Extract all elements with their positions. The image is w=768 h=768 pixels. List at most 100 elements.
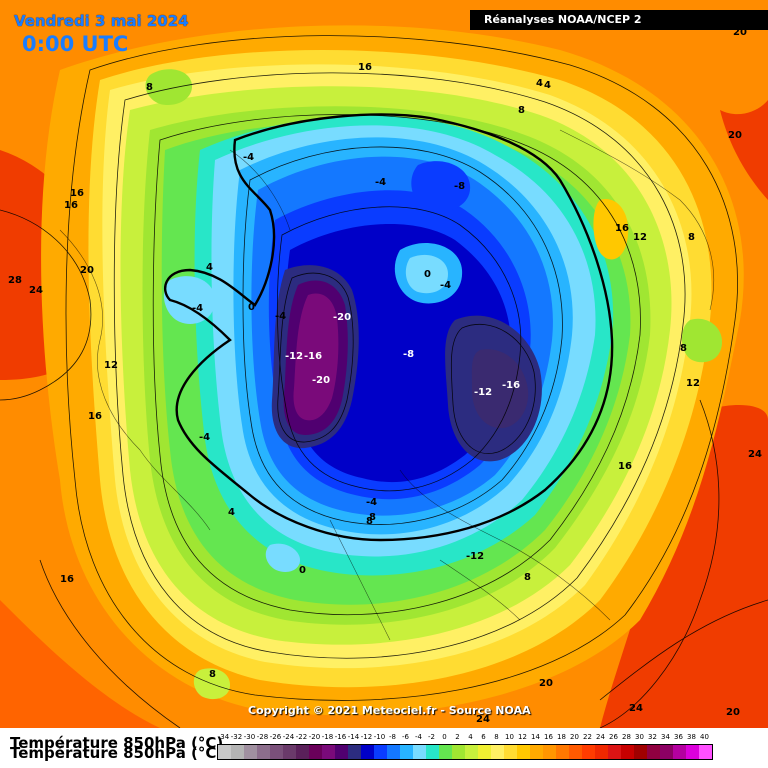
scale-tick-label: -12 <box>360 733 373 741</box>
scale-swatch <box>361 745 374 759</box>
scale-swatch <box>387 745 400 759</box>
scale-swatch <box>335 745 348 759</box>
map-label: -16 <box>502 380 520 391</box>
scale-swatch <box>283 745 296 759</box>
scale-swatch <box>348 745 361 759</box>
scale-tick-label: 30 <box>635 733 644 741</box>
scale-tick-label: -8 <box>389 733 396 741</box>
map-label: 20 <box>539 678 553 689</box>
map-label: 12 <box>686 378 700 389</box>
map-label: 4 <box>544 80 551 91</box>
scale-swatch <box>699 745 712 759</box>
scale-tick-label: -34 <box>217 733 230 741</box>
map-label: 16 <box>358 62 372 73</box>
scale-tick-label: 2 <box>455 733 460 741</box>
map-label: -16 <box>304 351 322 362</box>
scale-swatch <box>686 745 699 759</box>
map-label: 28 <box>8 275 22 286</box>
map-label: 12 <box>633 232 647 243</box>
map-label: 16 <box>615 223 629 234</box>
time-label: 0:00 UTC <box>22 32 129 56</box>
map-label: 16 <box>70 188 84 199</box>
scale-swatch <box>673 745 686 759</box>
map-label: 0 <box>248 302 255 313</box>
scale-swatch <box>582 745 595 759</box>
scale-tick-label: -30 <box>243 733 256 741</box>
scale-tick-label: 8 <box>494 733 499 741</box>
map-label: 8 <box>366 516 373 527</box>
scale-tick-label: 0 <box>442 733 447 741</box>
scale-swatch <box>413 745 426 759</box>
scale-tick-label: -28 <box>256 733 269 741</box>
scale-swatch <box>634 745 647 759</box>
map-label: -4 <box>192 303 203 314</box>
scale-tick-label: 14 <box>531 733 540 741</box>
map-label: 24 <box>476 714 490 725</box>
scale-tick-label: 36 <box>674 733 683 741</box>
scale-tick-label: -24 <box>282 733 295 741</box>
scale-swatch <box>426 745 439 759</box>
map-label: 8 <box>209 669 216 680</box>
scale-swatch <box>244 745 257 759</box>
map-label: -8 <box>454 181 465 192</box>
map-label: 8 <box>518 105 525 116</box>
scale-tick-label: 40 <box>700 733 709 741</box>
map-label: -4 <box>275 311 286 322</box>
scale-swatch <box>296 745 309 759</box>
scale-swatch <box>621 745 634 759</box>
scale-tick-label: 12 <box>518 733 527 741</box>
map-label: -8 <box>403 349 414 360</box>
scale-tick-label: 32 <box>648 733 657 741</box>
scale-swatch <box>322 745 335 759</box>
map-label: 16 <box>64 200 78 211</box>
map-label: 8 <box>146 82 153 93</box>
scale-swatch <box>595 745 608 759</box>
scale-tick-label: -32 <box>230 733 243 741</box>
scale-swatches <box>217 744 713 760</box>
scale-tick-label: 24 <box>596 733 605 741</box>
field-title: Température 850hPa (°C) <box>10 734 224 752</box>
scale-swatch <box>660 745 673 759</box>
scale-tick-label: 16 <box>544 733 553 741</box>
scale-tick-label: 38 <box>687 733 696 741</box>
map-label: 4 <box>228 507 235 518</box>
scale-tick-label: -14 <box>347 733 360 741</box>
map-label: -4 <box>243 152 254 163</box>
map-label: 8 <box>680 343 687 354</box>
scale-swatch <box>374 745 387 759</box>
map-label: -4 <box>199 432 210 443</box>
map-label: 16 <box>60 574 74 585</box>
scale-tick-label: 10 <box>505 733 514 741</box>
map-label: -12 <box>466 551 484 562</box>
scale-swatch <box>309 745 322 759</box>
scale-ticks: -34 -32 -30 -28 -26 -24 -22 -20 -18 -16 -14 -12 -10-… <box>217 733 713 741</box>
map-label: 16 <box>88 411 102 422</box>
field-title-shadow: Température 850hPa (°C) <box>10 744 224 762</box>
map-label: 4 <box>206 262 213 273</box>
scale-tick-label: -6 <box>402 733 409 741</box>
scale-swatch <box>465 745 478 759</box>
scale-swatch <box>543 745 556 759</box>
map-label: 8 <box>688 232 695 243</box>
scale-swatch <box>517 745 530 759</box>
scale-tick-label: -16 <box>334 733 347 741</box>
scale-swatch <box>530 745 543 759</box>
scale-swatch <box>491 745 504 759</box>
map-label: -20 <box>333 312 351 323</box>
scale-swatch <box>452 745 465 759</box>
map-label: -20 <box>312 375 330 386</box>
map-label: 16 <box>618 461 632 472</box>
map-label: -12 <box>285 351 303 362</box>
map-label: 12 <box>104 360 118 371</box>
scale-tick-label: 18 <box>557 733 566 741</box>
scale-tick-label: 4 <box>468 733 473 741</box>
source-banner: Réanalyses NOAA/NCEP 2 <box>470 10 768 30</box>
scale-tick-label: 22 <box>583 733 592 741</box>
map-label: 8 <box>369 512 376 523</box>
copyright-text: Copyright © 2021 Meteociel.fr - Source N… <box>248 704 531 717</box>
scale-tick-label: 6 <box>481 733 486 741</box>
scale-tick-label: 28 <box>622 733 631 741</box>
scale-tick-label: 20 <box>570 733 579 741</box>
color-scale: -34 -32 -30 -28 -26 -24 -22 -20 -18 -16 -14 -12 -10-… <box>217 733 713 760</box>
scale-tick-label: -26 <box>269 733 282 741</box>
